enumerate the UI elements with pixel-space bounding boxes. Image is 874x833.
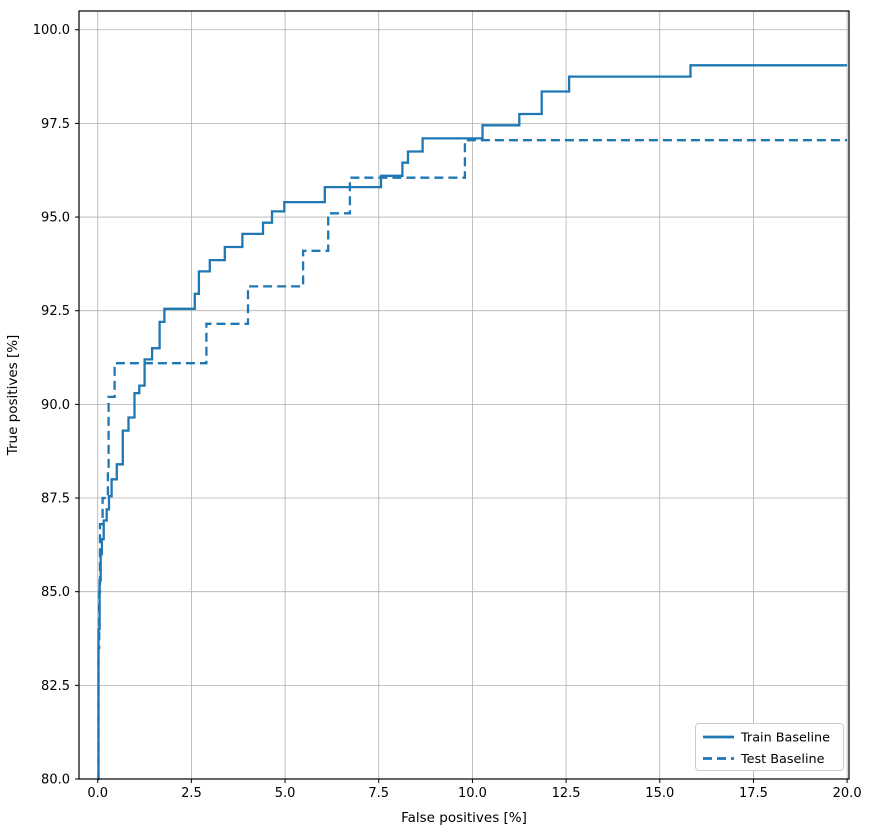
y-tick-label: 80.0	[41, 773, 70, 788]
series-dashed-line	[97, 139, 848, 781]
y-tick-label: 85.0	[41, 585, 70, 600]
x-tick-label: 0.0	[87, 786, 108, 801]
x-tick-label: 15.0	[645, 786, 674, 801]
axes	[75, 10, 850, 783]
legend-label-train: Train Baseline	[740, 731, 830, 746]
y-tick-label: 97.5	[41, 117, 70, 132]
legend-label-test: Test Baseline	[740, 752, 825, 767]
y-axis-label: True positives [%]	[5, 335, 21, 457]
x-tick-label: 5.0	[275, 786, 296, 801]
plot-border	[78, 10, 850, 780]
y-tick-label: 82.5	[41, 679, 70, 694]
legend: Train Baseline Test Baseline	[695, 723, 844, 771]
y-tick-label: 92.5	[41, 304, 70, 319]
y-tick-label: 95.0	[41, 211, 70, 226]
x-axis-label: False positives [%]	[401, 810, 527, 826]
tick-labels: 0.0 2.5 5.0 7.5 10.0 12.5 15.0 17.5 20.0 80.0 82.5…	[33, 23, 862, 801]
curves	[97, 64, 848, 781]
x-tick-label: 20.0	[833, 786, 862, 801]
x-tick-label: 2.5	[181, 786, 202, 801]
gridlines	[79, 11, 849, 780]
y-tick-label: 87.5	[41, 492, 70, 507]
y-tick-label: 90.0	[41, 398, 70, 413]
x-tick-label: 12.5	[552, 786, 581, 801]
series-solid-line	[97, 64, 848, 781]
y-tick-label: 100.0	[33, 23, 70, 38]
x-tick-label: 10.0	[458, 786, 487, 801]
x-tick-label: 7.5	[368, 786, 389, 801]
x-tick-label: 17.5	[739, 786, 768, 801]
